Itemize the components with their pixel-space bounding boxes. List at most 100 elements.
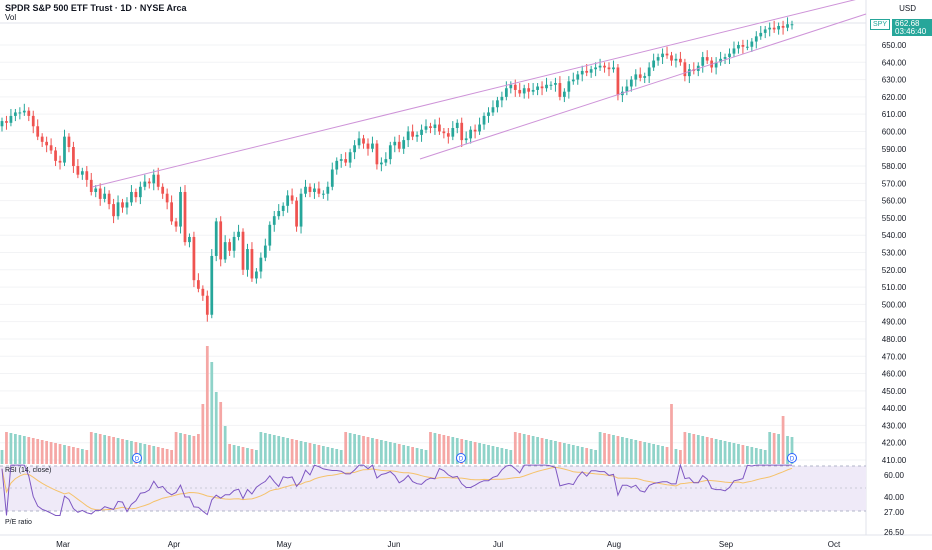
candle-body [344, 159, 348, 163]
candle-body [446, 133, 450, 137]
volume-bar [598, 432, 602, 464]
volume-bar [772, 433, 776, 464]
price-tick-label: 610.00 [882, 110, 907, 119]
volume-bar [429, 432, 432, 464]
time-tick-label: May [276, 540, 291, 549]
pe-ratio-label[interactable]: P/E ratio [5, 519, 32, 526]
volume-bar [179, 433, 182, 464]
volume-bar [473, 442, 477, 464]
volume-bar [670, 404, 673, 464]
volume-bar [304, 442, 307, 464]
volume-bar [362, 436, 365, 464]
candle-body [366, 143, 370, 149]
volume-bar [192, 436, 196, 464]
candle-body [714, 62, 718, 68]
candle-body [580, 70, 584, 75]
candle-body [228, 242, 232, 251]
volume-bar [580, 447, 584, 464]
candle-body [491, 107, 495, 113]
volume-bar [522, 434, 526, 464]
volume-bar [589, 449, 593, 464]
volume-bar [80, 449, 84, 464]
price-tick-label: 450.00 [882, 387, 907, 396]
candle-body [380, 162, 383, 165]
price-tick-label: 590.00 [882, 145, 907, 154]
rsi-indicator-label[interactable]: RSI (14, close) [5, 467, 52, 474]
candle-body [415, 134, 419, 137]
candle-body [31, 115, 35, 127]
volume-bar [366, 437, 370, 464]
candle-body [54, 150, 57, 161]
volume-bar [393, 443, 397, 464]
candle-body [18, 112, 22, 114]
volume-bar [554, 441, 557, 464]
rsi-tick-label: 40.00 [884, 493, 905, 502]
volume-bar [335, 449, 339, 464]
volume-bar [406, 446, 410, 464]
volume-bar [527, 435, 531, 464]
candle-body [576, 74, 580, 80]
candle-body [460, 122, 464, 141]
candle-body [594, 67, 597, 70]
volume-bar [638, 441, 642, 464]
candle-body [357, 138, 361, 146]
candle-body [223, 242, 227, 260]
candle-body [130, 191, 133, 203]
candle-body [598, 65, 602, 68]
candle-body [170, 202, 173, 222]
candle-body [36, 126, 40, 137]
volume-bar [246, 448, 249, 464]
candle-body [339, 159, 343, 161]
volume-bar [232, 445, 236, 464]
volume-bars [0, 346, 794, 464]
volume-bar [585, 448, 589, 464]
candle-body [161, 186, 165, 194]
candle-body [362, 138, 365, 144]
candle-body [147, 181, 151, 184]
price-tick-label: 580.00 [882, 162, 907, 171]
time-tick-label: Apr [168, 540, 181, 549]
candle-body [719, 58, 722, 63]
volume-bar [103, 435, 107, 464]
volume-bar [687, 433, 691, 464]
candle-body [58, 160, 62, 163]
candle-body [330, 169, 334, 187]
volume-bar [438, 434, 441, 464]
volume-bar [460, 439, 464, 464]
volume-bar [469, 441, 473, 464]
candle-body [723, 57, 727, 59]
time-axis: Mar Apr May Jun Jul Aug Sep Oct [56, 540, 841, 549]
candle-body [326, 186, 330, 194]
candle-body [183, 191, 187, 243]
candle-body [616, 67, 620, 96]
volume-bar [402, 445, 406, 464]
candle-body [777, 25, 780, 30]
symbol-title: SPDR S&P 500 ETF Trust · 1D · NYSE Arca [5, 3, 187, 13]
volume-bar [661, 446, 664, 464]
candle-body [22, 110, 26, 113]
volume-bar [31, 438, 35, 464]
volume-bar [85, 450, 89, 464]
volume-bar [629, 439, 633, 464]
volume-bar [49, 442, 53, 464]
volume-bar [531, 436, 535, 464]
volume-bar [268, 434, 272, 464]
candle-body [286, 195, 290, 206]
price-tick-label: 520.00 [882, 266, 907, 275]
rsi-tick-label: 60.00 [884, 471, 905, 480]
candle-body [219, 221, 223, 260]
volume-bar [763, 450, 767, 464]
candle-body [638, 74, 642, 78]
candle-body [478, 124, 481, 132]
volume-bar [228, 444, 232, 464]
currency-label[interactable]: USD [899, 4, 916, 13]
price-tick-label: 420.00 [882, 439, 907, 448]
candle-body [781, 25, 785, 28]
price-tick-label: 500.00 [882, 300, 907, 309]
volume-bar [446, 436, 450, 464]
candle-body [348, 152, 352, 163]
candle-body [335, 160, 339, 170]
price-tick-label: 480.00 [882, 335, 907, 344]
volume-bar [562, 443, 566, 464]
